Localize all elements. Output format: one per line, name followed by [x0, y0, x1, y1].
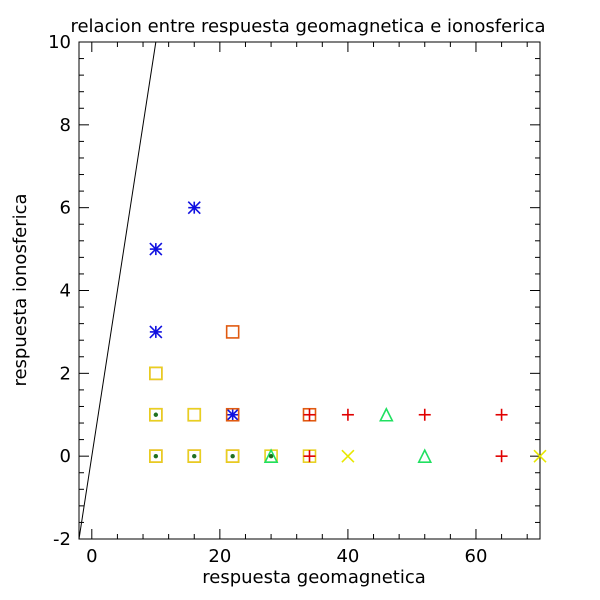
triangle-shape: [263, 448, 279, 463]
square-marker: [149, 366, 163, 381]
triangle-marker: [417, 448, 433, 463]
x-tick-label: 0: [86, 546, 97, 567]
square-marker: [187, 407, 202, 422]
triangle-marker: [263, 448, 279, 463]
square-shape: [225, 449, 240, 463]
dot-shape: [153, 412, 159, 417]
axes: 0 20 40 60 -2 0 2 4 6 8 10: [48, 32, 541, 567]
triangle-shape: [379, 406, 394, 422]
y-tick-label: -2: [53, 529, 71, 550]
asterisk-marker: [149, 325, 163, 339]
dot-marker: [153, 453, 159, 459]
x-tick-label: 20: [208, 546, 231, 567]
y-axis-label: respuesta ionosferica: [10, 193, 31, 386]
cross-marker: [533, 449, 547, 463]
plus-marker: [303, 450, 316, 463]
square-shape: [149, 449, 163, 463]
ast-b: [149, 325, 163, 339]
dot-shape: [192, 453, 197, 459]
square-marker: [225, 407, 240, 422]
square-shape: [225, 325, 240, 339]
square-shape: [187, 407, 202, 422]
square-marker: [187, 449, 202, 463]
ast-b: [149, 242, 163, 256]
y-tick-label: 8: [60, 115, 71, 136]
dot-marker: [153, 412, 159, 417]
square-marker: [149, 407, 163, 422]
plot-frame: [78, 41, 541, 540]
plus-marker: [418, 408, 431, 421]
square-marker: [187, 407, 202, 422]
square-shape: [149, 407, 163, 422]
asterisk-marker: [187, 201, 201, 215]
square-shape: [149, 366, 163, 381]
y-tick-label: 6: [60, 198, 71, 219]
dot-shape: [230, 453, 235, 459]
chart-title: relacion entre respuesta geomagnetica e …: [70, 16, 545, 37]
cross-b: [341, 449, 355, 463]
y-tick-label: 10: [48, 32, 71, 53]
asterisk-marker: [149, 242, 163, 256]
plus-marker: [495, 450, 508, 463]
data-points: [149, 201, 547, 463]
identity-line: [78, 41, 157, 540]
cross-marker: [341, 449, 355, 463]
square-marker: [225, 449, 240, 463]
ast-b: [226, 408, 240, 422]
x-axis-label: respuesta geomagnetica: [202, 567, 426, 588]
x-tick-label: 40: [336, 546, 359, 567]
x-tick-label: 60: [465, 546, 488, 567]
plus-marker: [303, 408, 316, 421]
plus-marker: [495, 408, 508, 421]
square-marker: [149, 449, 163, 463]
square-marker: [149, 366, 163, 381]
reference-line-layer: [78, 41, 157, 540]
y-tick-label: 4: [60, 281, 71, 302]
asterisk-marker: [226, 408, 240, 422]
square-shape: [225, 407, 240, 422]
y-tick-label: 2: [60, 363, 71, 384]
square-marker: [225, 325, 240, 339]
plus-marker: [341, 408, 354, 421]
dot-marker: [230, 453, 235, 459]
dot-marker: [268, 453, 274, 459]
square-shape: [149, 366, 163, 381]
y-tick-label: 0: [60, 446, 71, 467]
square-shape: [187, 407, 202, 422]
ast-b: [187, 201, 201, 215]
triangle-marker: [379, 406, 394, 422]
dot-shape: [153, 453, 159, 459]
cross-b: [533, 449, 547, 463]
dot-shape: [268, 453, 274, 459]
square-shape: [187, 449, 202, 463]
triangle-shape: [417, 448, 433, 463]
dot-marker: [192, 453, 197, 459]
